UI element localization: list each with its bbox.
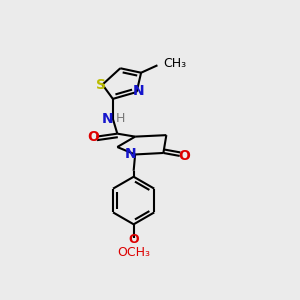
Text: OCH₃: OCH₃ [117, 246, 150, 259]
Text: N: N [102, 112, 113, 126]
Text: S: S [96, 78, 106, 92]
Text: O: O [87, 130, 99, 144]
Text: O: O [178, 149, 190, 163]
Text: N: N [133, 84, 145, 98]
Text: CH₃: CH₃ [164, 57, 187, 70]
Text: H: H [116, 112, 125, 125]
Text: O: O [128, 233, 139, 246]
Text: N: N [125, 148, 136, 161]
